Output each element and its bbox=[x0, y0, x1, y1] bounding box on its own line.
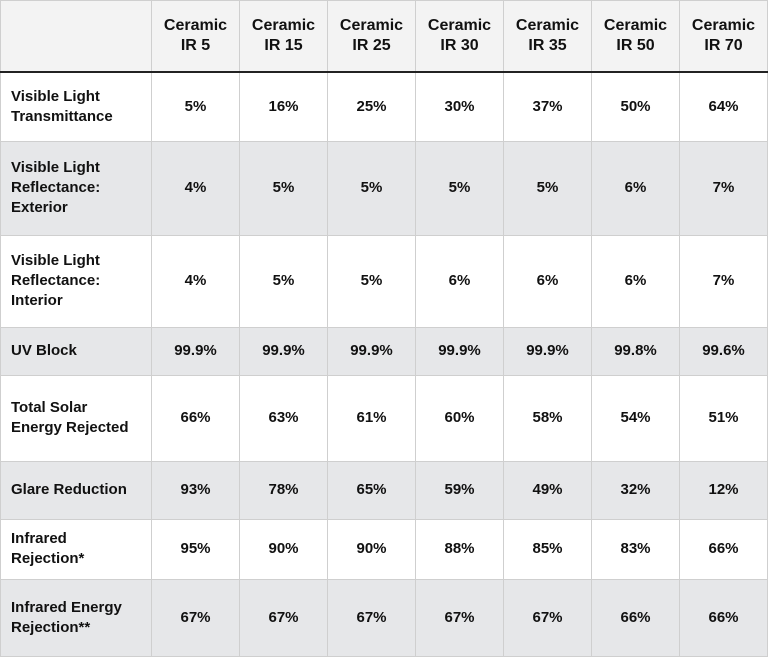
table-cell: 66% bbox=[591, 578, 680, 657]
table-cell: 5% bbox=[239, 234, 328, 328]
column-header: Ceramic IR 25 bbox=[327, 0, 416, 73]
row-label: Infrared Rejection* bbox=[0, 518, 152, 580]
table-cell: 4% bbox=[151, 234, 240, 328]
table-cell: 67% bbox=[327, 578, 416, 657]
table-cell: 16% bbox=[239, 71, 328, 142]
table-row: Visible Light Reflectance: Exterior 4% 5% 5… bbox=[0, 140, 768, 236]
row-label: Visible Light Transmittance bbox=[0, 71, 152, 142]
table-cell: 7% bbox=[679, 140, 768, 236]
table-cell: 6% bbox=[503, 234, 592, 328]
table-row: UV Block 99.9% 99.9% 99.9% 99.9% 99.9% 99.8% 99… bbox=[0, 326, 768, 376]
row-label: UV Block bbox=[0, 326, 152, 376]
table-cell: 64% bbox=[679, 71, 768, 142]
table-row: Infrared Rejection* 95% 90% 90% 88% 85% 83% 66% bbox=[0, 518, 768, 580]
table-cell: 67% bbox=[151, 578, 240, 657]
table-body: Visible Light Transmittance 5% 16% 25% 30% 37… bbox=[0, 71, 768, 657]
table-cell: 88% bbox=[415, 518, 504, 580]
table-cell: 67% bbox=[503, 578, 592, 657]
table-cell: 32% bbox=[591, 460, 680, 520]
table-cell: 7% bbox=[679, 234, 768, 328]
table-cell: 37% bbox=[503, 71, 592, 142]
column-header: Ceramic IR 35 bbox=[503, 0, 592, 73]
table-cell: 6% bbox=[415, 234, 504, 328]
table-cell: 66% bbox=[679, 518, 768, 580]
table-cell: 59% bbox=[415, 460, 504, 520]
column-header: Ceramic IR 50 bbox=[591, 0, 680, 73]
table-cell: 6% bbox=[591, 140, 680, 236]
table-cell: 5% bbox=[415, 140, 504, 236]
table-cell: 50% bbox=[591, 71, 680, 142]
table-cell: 49% bbox=[503, 460, 592, 520]
table-cell: 99.9% bbox=[415, 326, 504, 376]
table-cell: 60% bbox=[415, 374, 504, 462]
table-cell: 85% bbox=[503, 518, 592, 580]
table-cell: 95% bbox=[151, 518, 240, 580]
table-cell: 54% bbox=[591, 374, 680, 462]
table-cell: 90% bbox=[327, 518, 416, 580]
table-cell: 5% bbox=[327, 140, 416, 236]
table-cell: 5% bbox=[151, 71, 240, 142]
table-cell: 67% bbox=[239, 578, 328, 657]
table-cell: 65% bbox=[327, 460, 416, 520]
table-cell: 99.9% bbox=[151, 326, 240, 376]
table-row: Visible Light Transmittance 5% 16% 25% 30% 37… bbox=[0, 71, 768, 142]
table-cell: 93% bbox=[151, 460, 240, 520]
column-header: Ceramic IR 15 bbox=[239, 0, 328, 73]
row-label: Infrared Energy Rejection** bbox=[0, 578, 152, 657]
table-cell: 58% bbox=[503, 374, 592, 462]
table-cell: 83% bbox=[591, 518, 680, 580]
table-row: Glare Reduction 93% 78% 65% 59% 49% 32% 12% bbox=[0, 460, 768, 520]
table-cell: 5% bbox=[503, 140, 592, 236]
table-cell: 4% bbox=[151, 140, 240, 236]
row-label: Glare Reduction bbox=[0, 460, 152, 520]
table-cell: 90% bbox=[239, 518, 328, 580]
table-cell: 99.9% bbox=[239, 326, 328, 376]
table-cell: 99.9% bbox=[503, 326, 592, 376]
table-cell: 5% bbox=[327, 234, 416, 328]
table-row: Visible Light Reflectance: Interior 4% 5% 5… bbox=[0, 234, 768, 328]
row-label: Visible Light Reflectance: Exterior bbox=[0, 140, 152, 236]
table-head: Ceramic IR 5 Ceramic IR 15 Ceramic IR 25 Ce… bbox=[0, 0, 768, 73]
table-cell: 78% bbox=[239, 460, 328, 520]
table-cell: 30% bbox=[415, 71, 504, 142]
table-cell: 51% bbox=[679, 374, 768, 462]
table-cell: 25% bbox=[327, 71, 416, 142]
column-header: Ceramic IR 30 bbox=[415, 0, 504, 73]
table-cell: 66% bbox=[151, 374, 240, 462]
table-cell: 67% bbox=[415, 578, 504, 657]
row-label: Visible Light Reflectance: Interior bbox=[0, 234, 152, 328]
table-cell: 63% bbox=[239, 374, 328, 462]
table-cell: 5% bbox=[239, 140, 328, 236]
table-cell: 12% bbox=[679, 460, 768, 520]
table-cell: 99.9% bbox=[327, 326, 416, 376]
table-cell: 66% bbox=[679, 578, 768, 657]
column-header: Ceramic IR 70 bbox=[679, 0, 768, 73]
table-cell: 99.6% bbox=[679, 326, 768, 376]
corner-cell bbox=[0, 0, 152, 73]
table-cell: 6% bbox=[591, 234, 680, 328]
table-row: Total Solar Energy Rejected 66% 63% 61% 60% 5… bbox=[0, 374, 768, 462]
table-cell: 61% bbox=[327, 374, 416, 462]
table-cell: 99.8% bbox=[591, 326, 680, 376]
column-header: Ceramic IR 5 bbox=[151, 0, 240, 73]
table-row: Infrared Energy Rejection** 67% 67% 67% 67% 6… bbox=[0, 578, 768, 657]
row-label: Total Solar Energy Rejected bbox=[0, 374, 152, 462]
header-row: Ceramic IR 5 Ceramic IR 15 Ceramic IR 25 Ce… bbox=[0, 0, 768, 73]
